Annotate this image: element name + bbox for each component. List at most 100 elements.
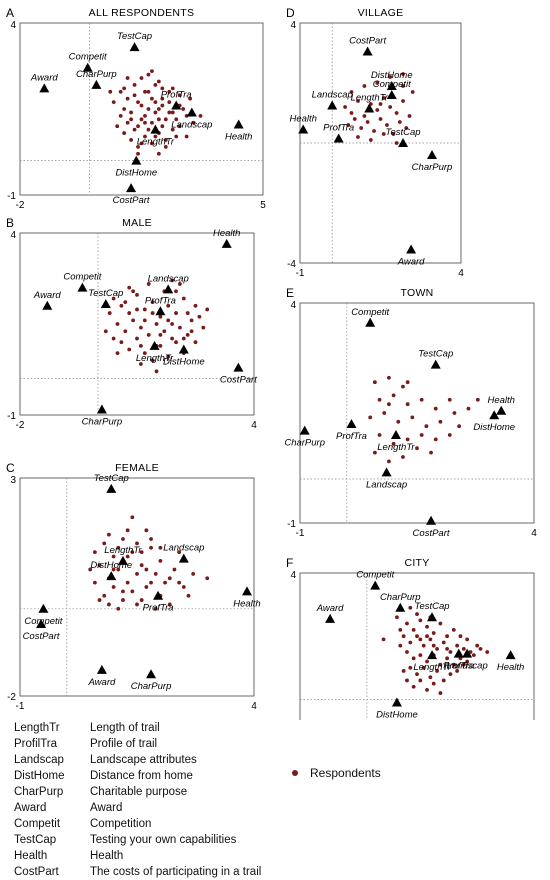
respondent-point bbox=[118, 89, 123, 94]
variable-marker bbox=[327, 100, 338, 110]
respondent-point bbox=[122, 131, 127, 135]
respondent-point bbox=[411, 627, 416, 632]
respondent-point bbox=[349, 90, 354, 94]
variable-label: CharPurp bbox=[131, 681, 172, 692]
variable-label: CharPurp bbox=[284, 438, 325, 449]
panel-letter: D bbox=[286, 6, 295, 20]
respondent-point bbox=[167, 576, 172, 581]
respondent-point bbox=[163, 117, 168, 122]
y-tick-label: 4 bbox=[10, 20, 16, 31]
variable-marker bbox=[106, 571, 117, 581]
respondent-point bbox=[116, 606, 121, 611]
respondent-point bbox=[184, 134, 189, 139]
respondent-point bbox=[438, 691, 443, 695]
respondent-point bbox=[401, 84, 405, 88]
respondent-point bbox=[185, 333, 190, 337]
respondent-point bbox=[111, 554, 116, 559]
respondent-point bbox=[181, 296, 186, 301]
variable-marker bbox=[131, 155, 142, 165]
variable-marker bbox=[100, 298, 111, 308]
respondent-point bbox=[158, 333, 163, 337]
x-tick-label: 4 bbox=[458, 268, 464, 279]
respondent-point bbox=[158, 314, 163, 319]
respondent-point bbox=[431, 681, 436, 686]
respondent-point bbox=[102, 541, 107, 546]
legend-abbr: ProfilTra bbox=[14, 738, 58, 750]
respondent-point bbox=[438, 621, 443, 626]
respondent-point bbox=[174, 289, 178, 294]
variable-marker bbox=[505, 650, 516, 660]
respondent-point bbox=[425, 659, 429, 664]
respondent-point bbox=[411, 684, 416, 689]
respondent-point bbox=[139, 141, 144, 146]
variable-label: ProfTra bbox=[143, 603, 174, 614]
respondent-point bbox=[185, 311, 190, 315]
respondent-point bbox=[125, 528, 130, 533]
respondent-point bbox=[441, 678, 446, 683]
x-tick-label: -2 bbox=[16, 420, 25, 431]
respondent-point bbox=[119, 340, 124, 345]
respondent-point bbox=[158, 343, 163, 348]
variable-label: Health bbox=[233, 598, 260, 609]
legend-row: CharPurp Charitable purpose bbox=[14, 784, 261, 800]
respondent-point bbox=[111, 585, 116, 589]
respondent-point bbox=[405, 380, 410, 385]
variable-label: Competit bbox=[356, 570, 394, 581]
respondent-point bbox=[139, 343, 143, 348]
legend-desc: Distance from home bbox=[90, 770, 193, 782]
respondent-point bbox=[418, 637, 423, 642]
respondent-point bbox=[401, 72, 405, 76]
respondent-point bbox=[170, 322, 175, 326]
respondent-point bbox=[457, 424, 462, 429]
legend-abbr: LengthTr bbox=[14, 722, 60, 734]
variable-marker bbox=[178, 553, 189, 563]
panel-title: ALL RESPONDENTS bbox=[89, 7, 195, 19]
panel-a: A ALL RESPONDENTS 4 -1-2 5 TestCap Competit Cha… bbox=[6, 6, 266, 211]
respondent-point bbox=[115, 322, 120, 326]
variable-marker bbox=[390, 430, 401, 439]
variable-marker bbox=[77, 282, 88, 292]
panel-e: E TOWN 4 -1-1 4 Competit TestCap Health DistHome… bbox=[284, 286, 537, 539]
respondent-point bbox=[407, 114, 412, 118]
variable-marker bbox=[362, 46, 373, 56]
respondent-point bbox=[189, 329, 194, 334]
respondent-point bbox=[387, 402, 391, 407]
legend-row: ProfilTra Profile of trail bbox=[14, 736, 261, 752]
variable-label: ProfTra bbox=[145, 295, 176, 306]
variable-marker bbox=[39, 83, 50, 93]
respondent-point bbox=[177, 550, 182, 555]
respondent-point bbox=[465, 659, 470, 664]
respondent-point bbox=[170, 127, 175, 132]
respondent-point bbox=[401, 99, 405, 103]
respondent-point bbox=[163, 580, 167, 585]
panel-letter: C bbox=[6, 461, 15, 475]
panel-letter: A bbox=[6, 6, 14, 20]
variable-label: Health bbox=[488, 395, 515, 406]
panel-title: TOWN bbox=[400, 287, 433, 299]
respondent-point bbox=[111, 296, 116, 301]
respondent-point bbox=[372, 450, 377, 455]
respondent-point bbox=[139, 598, 144, 602]
legend-desc: Testing your own capabilities bbox=[90, 834, 237, 846]
legend-abbr: TestCap bbox=[14, 834, 57, 846]
variable-label: CharPurp bbox=[412, 162, 453, 173]
respondent-point bbox=[88, 567, 93, 572]
variable-label: Landscap bbox=[447, 661, 488, 672]
respondent-point bbox=[142, 318, 147, 323]
variable-label: CharPurp bbox=[82, 417, 123, 428]
respondent-point bbox=[150, 358, 155, 363]
respondent-point bbox=[130, 515, 135, 520]
respondent-point bbox=[162, 329, 167, 334]
variable-marker bbox=[346, 419, 357, 428]
legend-abbr: Award bbox=[14, 802, 47, 814]
respondent-point bbox=[394, 141, 399, 145]
respondent-point bbox=[177, 93, 182, 98]
variable-marker bbox=[38, 603, 49, 613]
respondent-point bbox=[418, 678, 423, 683]
respondent-point bbox=[445, 656, 449, 661]
respondent-point bbox=[381, 132, 386, 136]
respondent-point bbox=[425, 634, 429, 639]
respondent-point bbox=[144, 567, 149, 572]
respondent-dot-icon bbox=[292, 770, 298, 776]
variable-marker bbox=[233, 362, 244, 372]
